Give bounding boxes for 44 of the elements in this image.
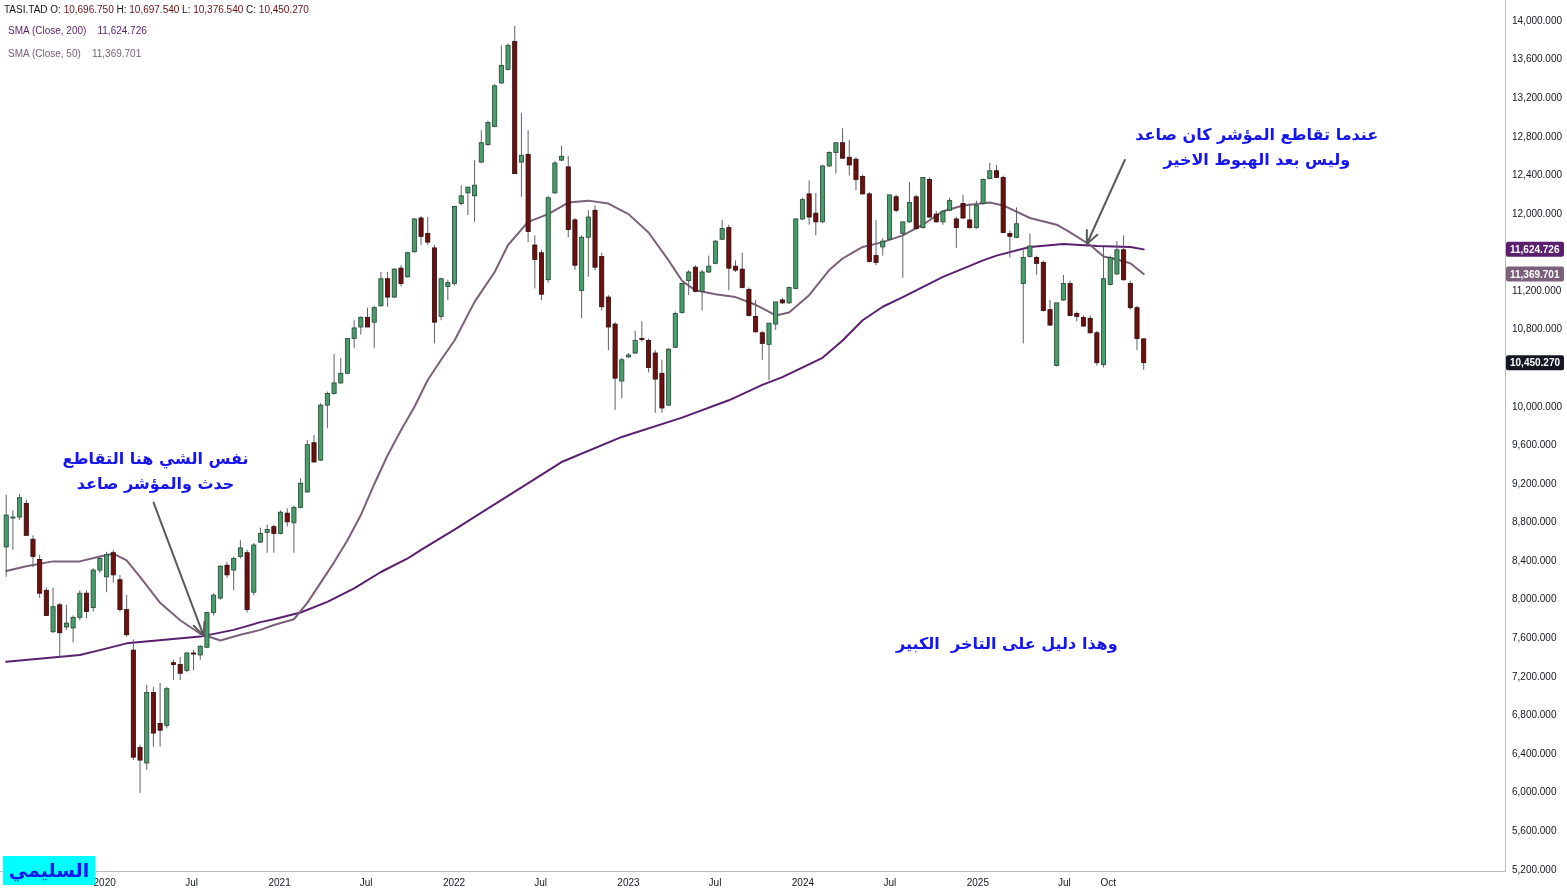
x-tick-label: 2023 xyxy=(617,877,641,888)
y-tick-label: 13,600.000 xyxy=(1512,53,1563,65)
x-tick-label: Jul xyxy=(708,877,722,888)
y-tick-label: 9,200.000 xyxy=(1512,477,1557,489)
y-tick-label: 7,200.000 xyxy=(1512,670,1557,682)
y-tick-label: 5,200.000 xyxy=(1512,863,1557,875)
x-tick-label: 2024 xyxy=(791,877,815,888)
note: وهذا دليل على التاخر الكبير xyxy=(896,633,1118,653)
x-tick-label: Jul xyxy=(883,877,897,888)
y-tick-label: 12,000.000 xyxy=(1512,207,1563,219)
y-tick-label: 11,369.701 xyxy=(1510,268,1560,280)
y-tick-label: 6,800.000 xyxy=(1512,709,1557,721)
y-tick-label: 10,800.000 xyxy=(1512,323,1563,335)
note: عندما تقاطع المؤشر كان صاعد وليس بعد الهبوط الاخير xyxy=(1135,125,1379,170)
x-tick-label: Jul xyxy=(185,877,199,888)
y-tick-label: 8,400.000 xyxy=(1512,554,1557,566)
y-tick-label: 13,200.000 xyxy=(1512,91,1563,103)
x-tick-label: 2022 xyxy=(442,877,466,888)
y-tick-label: 9,600.000 xyxy=(1512,439,1557,451)
y-tick-label: 8,800.000 xyxy=(1512,516,1557,528)
y-tick-label: 6,000.000 xyxy=(1512,786,1557,798)
y-tick-label: 10,450.270 xyxy=(1510,357,1561,369)
note: السليمي xyxy=(2,856,96,885)
y-tick-label: 10,000.000 xyxy=(1512,400,1563,412)
note: نفس الشي هنا التقاطع حدث والمؤشر صاعد xyxy=(62,448,249,493)
x-tick-label: Jul xyxy=(359,877,373,888)
y-tick-label: 12,800.000 xyxy=(1512,130,1563,142)
y-tick-label: 7,600.000 xyxy=(1512,632,1557,644)
x-tick-label: Jul xyxy=(534,877,547,888)
y-tick-label: 14,000.000 xyxy=(1512,14,1563,26)
x-tick-label: Jul xyxy=(1057,877,1071,888)
x-tick-label: Oct xyxy=(1100,877,1117,888)
x-tick-label: 2021 xyxy=(268,877,292,888)
header: TASI.TAD O: 10,696.750 H: 10,697.540 L: 10,376.540 C: 10,450.270 xyxy=(4,4,309,15)
legend: SMA (Close, 200) 11,624.726 SMA (Close, 50) 11,369.701 xyxy=(8,25,147,59)
y-tick-label: 6,400.000 xyxy=(1512,747,1557,759)
y-tick-label: 12,400.000 xyxy=(1512,169,1563,181)
y-tick-label: 8,000.000 xyxy=(1512,593,1557,605)
y-tick-label: 11,200.000 xyxy=(1512,284,1562,296)
y-tick-label: 5,600.000 xyxy=(1512,824,1557,836)
y-tick-label: 11,624.726 xyxy=(1510,243,1560,255)
x-tick-label: 2020 xyxy=(93,877,117,888)
x-tick-label: 2025 xyxy=(966,877,990,888)
annotation: السليمي xyxy=(8,859,90,882)
